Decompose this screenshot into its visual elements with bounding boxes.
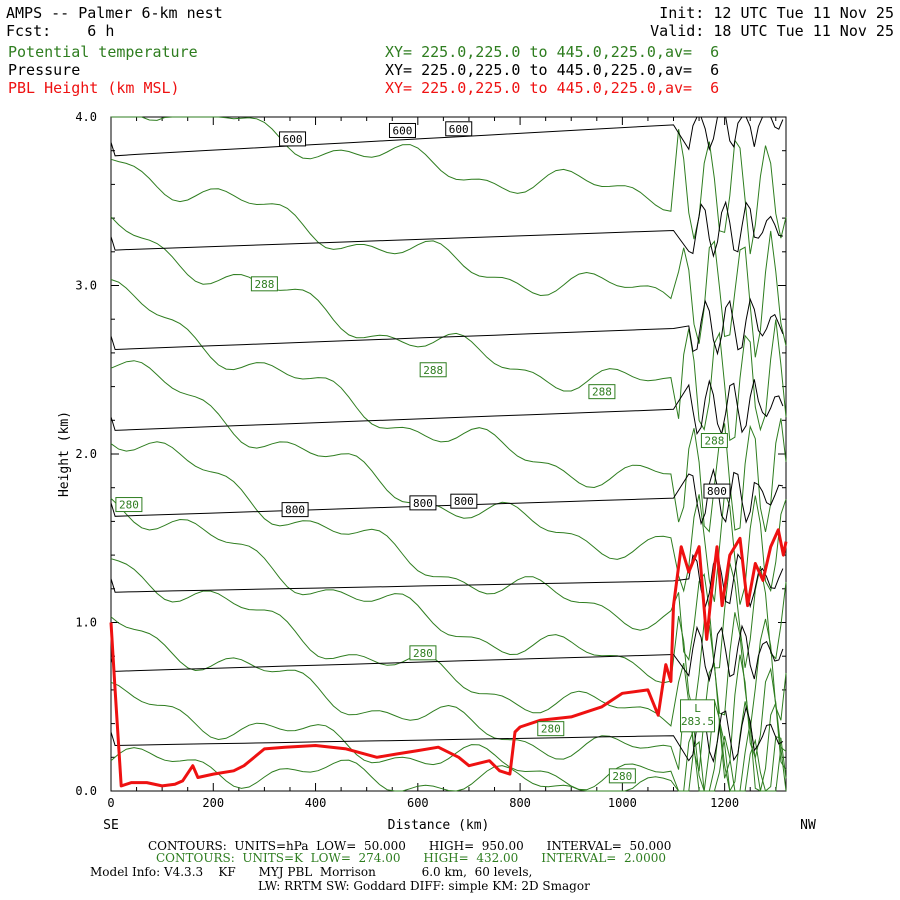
x-tick-label: 600	[407, 796, 429, 810]
contour-label-box	[388, 122, 416, 138]
contour-label: 288	[423, 364, 443, 377]
contour-label: 280	[541, 723, 561, 736]
contour-label: 800	[707, 485, 727, 498]
theta-contour-line	[110, 158, 787, 358]
contour-label-box	[588, 384, 616, 400]
contour-label-box	[445, 121, 473, 137]
theta-contour-line	[110, 216, 787, 442]
contour-label: 280	[612, 770, 632, 783]
theta-contour-line	[110, 279, 787, 533]
pressure-contour-line	[110, 200, 783, 258]
contour-label-box	[703, 483, 731, 499]
contour-label-box	[409, 495, 437, 511]
model-info: Model Info: V4.3.3 KF MYJ PBL Morrison 6…	[90, 865, 533, 879]
pressure-contour-line	[110, 624, 784, 683]
x-axis-title: Distance (km)	[388, 818, 490, 833]
y-tick-label: 4.0	[75, 110, 97, 124]
theta-contours-layer	[110, 116, 787, 793]
valid-time: Valid: 18 UTC Tue 11 Nov 25	[650, 22, 894, 40]
x-end-label-se: SE	[103, 818, 119, 833]
y-tick-label: 0.0	[75, 784, 97, 798]
low-marker-letter: L	[694, 702, 701, 715]
x-tick-label: 1200	[710, 796, 739, 810]
contour-label: 800	[413, 497, 433, 510]
theta-contour-line	[110, 498, 787, 730]
contour-label: 288	[704, 435, 724, 448]
field-theta-xy: XY= 225.0,225.0 to 445.0,225.0,av= 6	[385, 43, 720, 61]
x-tick-label: 1000	[608, 796, 637, 810]
contour-label: 600	[393, 124, 413, 137]
field-pbl-xy: XY= 225.0,225.0 to 445.0,225.0,av= 6	[385, 79, 720, 97]
pressure-contour-line	[110, 297, 784, 356]
field-theta-name: Potential temperature	[8, 43, 198, 61]
theta-contour-info: CONTOURS: UNITS=K LOW= 274.00 HIGH= 432.…	[156, 851, 666, 865]
x-tick-label: 800	[509, 796, 531, 810]
y-tick-label: 3.0	[75, 279, 97, 293]
field-pressure-name: Pressure	[8, 61, 81, 79]
x-end-label-nw: NW	[800, 818, 816, 833]
init-time: Init: 12 UTC Tue 11 Nov 25	[659, 4, 894, 22]
contour-label: 800	[285, 504, 305, 517]
contour-label: 280	[119, 499, 139, 512]
theta-contour-line	[110, 616, 787, 793]
pressure-contour-info: CONTOURS: UNITS=hPa LOW= 50.000 HIGH= 95…	[148, 839, 672, 853]
theta-contour-line	[110, 441, 787, 669]
theta-contour-line	[111, 116, 787, 255]
field-pbl-name: PBL Height (km MSL)	[8, 79, 180, 97]
y-tick-label: 1.0	[75, 616, 97, 630]
contour-label-box	[115, 497, 143, 513]
field-pressure-xy: XY= 225.0,225.0 to 445.0,225.0,av= 6	[385, 61, 720, 79]
contour-label: 288	[592, 386, 612, 399]
axis-labels-layer: 0 200 400 600 800 1000 1200 0.0 1.0 2.0 3.0 4.0 Dist…	[57, 110, 816, 833]
contour-label: 280	[413, 647, 433, 660]
contour-label-box	[409, 645, 437, 661]
x-tick-label: 0	[107, 796, 114, 810]
physics-info: LW: RRTM SW: Goddard DIFF: simple KM: 2D…	[258, 879, 590, 893]
contour-label-box	[281, 502, 309, 518]
y-tick-label: 2.0	[75, 447, 97, 461]
pbl-height-line	[109, 528, 788, 788]
contour-label-box	[608, 768, 636, 784]
x-tick-label: 200	[202, 796, 224, 810]
contour-label: 600	[449, 123, 469, 136]
contour-label-box	[700, 433, 728, 449]
pressure-contour-line	[110, 467, 783, 526]
contour-label-box	[537, 721, 565, 737]
forecast-hour: Fcst: 6 h	[6, 22, 115, 40]
pbl-line-layer	[109, 528, 788, 788]
pressure-contours-layer	[110, 116, 784, 764]
contour-label: 600	[283, 133, 303, 146]
pressure-contour-line	[110, 551, 784, 610]
contour-label-box	[250, 276, 278, 292]
contour-labels-layer: 600 600 600 800 800 800 800 288 288 288 288 280 280 2…	[115, 121, 731, 784]
low-marker-box	[680, 699, 716, 733]
theta-contour-line	[110, 681, 787, 792]
contour-label: 800	[454, 495, 474, 508]
contour-label-box	[279, 131, 307, 147]
chart-title: AMPS -- Palmer 6-km nest	[6, 4, 223, 22]
contour-label-box	[419, 362, 447, 378]
pressure-contour-line	[110, 379, 784, 436]
x-tick-label: 400	[305, 796, 327, 810]
theta-contour-line	[110, 360, 787, 605]
pressure-contour-line	[110, 116, 784, 157]
y-axis-title: Height (km)	[57, 411, 72, 497]
low-marker-value: 283.5	[681, 715, 714, 728]
chart-frame-layer	[110, 116, 787, 792]
contour-label: 288	[254, 278, 274, 291]
contour-label-box	[450, 493, 478, 509]
plot-frame	[110, 116, 787, 792]
